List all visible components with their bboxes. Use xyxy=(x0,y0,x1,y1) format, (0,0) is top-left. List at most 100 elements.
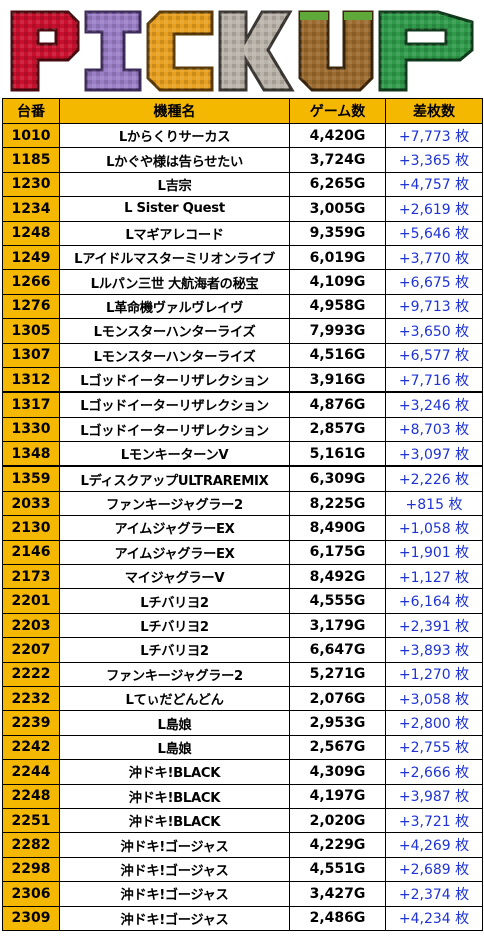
diff-medals-cell: +4,757 枚 xyxy=(385,171,483,198)
diff-medals-cell: +7,773 枚 xyxy=(385,122,483,149)
table-row: 1359 LディスクアップULTRAREMIX 6,309G +2,226 枚 xyxy=(2,465,483,492)
table-row: 2033 ファンキージャグラー2 8,225G +815 枚 xyxy=(2,490,483,517)
diff-medals-cell: +6,577 枚 xyxy=(385,342,483,368)
machine-number-cell: 2130 xyxy=(2,515,60,541)
table-row: 1266 Lルパン三世 大航海者の秘宝 4,109G +6,675 枚 xyxy=(2,269,483,295)
game-count-cell: 8,225G xyxy=(289,490,386,517)
table-row: 2244 沖ドキ!BLACK 4,309G +2,666 枚 xyxy=(2,759,483,785)
machine-name-cell: Lゴッドイーターリザレクション xyxy=(59,391,290,418)
machine-number-cell: 2222 xyxy=(2,661,60,687)
diff-medals-cell: +9,713 枚 xyxy=(385,293,483,320)
game-count-cell: 2,857G xyxy=(289,416,386,443)
machine-name-cell: Lゴッドイーターリザレクション xyxy=(59,366,290,394)
table-row: 1317 Lゴッドイーターリザレクション 4,876G +3,246 枚 xyxy=(2,391,483,418)
diff-medals-cell: +2,226 枚 xyxy=(385,465,483,492)
table-row: 2207 Lチバリヨ2 6,647G +3,893 枚 xyxy=(2,637,483,663)
machine-name-cell: 沖ドキ!ゴージャス xyxy=(59,832,290,858)
table-row: 2232 Lてぃだどんどん 2,076G +3,058 枚 xyxy=(2,685,483,712)
diff-medals-cell: +3,365 枚 xyxy=(385,147,483,173)
game-count-cell: 2,076G xyxy=(289,685,386,712)
machine-name-cell: 沖ドキ!ゴージャス xyxy=(59,856,290,883)
machine-name-cell: LディスクアップULTRAREMIX xyxy=(59,465,290,492)
game-count-cell: 6,647G xyxy=(289,637,386,663)
machine-name-cell: Lチバリヨ2 xyxy=(59,637,290,663)
machine-number-cell: 2251 xyxy=(2,807,60,834)
machine-name-cell: 沖ドキ!ゴージャス xyxy=(59,881,290,907)
table-row: 1305 Lモンスターハンターライズ 7,993G +3,650 枚 xyxy=(2,318,483,344)
table-row: 2201 Lチバリヨ2 4,555G +6,164 枚 xyxy=(2,588,483,614)
table-row: 1312 Lゴッドイーターリザレクション 3,916G +7,716 枚 xyxy=(2,366,483,394)
diff-medals-cell: +1,270 枚 xyxy=(385,661,483,687)
table-row: 2282 沖ドキ!ゴージャス 4,229G +4,269 枚 xyxy=(2,832,483,858)
game-count-cell: 4,197G xyxy=(289,783,386,809)
game-count-cell: 2,953G xyxy=(289,710,386,736)
machine-name-cell: 沖ドキ!BLACK xyxy=(59,759,290,785)
diff-medals-cell: +1,901 枚 xyxy=(385,539,483,566)
game-count-cell: 3,005G xyxy=(289,196,386,222)
machine-name-cell: Lルパン三世 大航海者の秘宝 xyxy=(59,269,290,295)
machine-number-cell: 2306 xyxy=(2,881,60,907)
diff-medals-cell: +8,703 枚 xyxy=(385,416,483,443)
diff-medals-cell: +4,234 枚 xyxy=(385,905,483,931)
table-body: 1010 Lからくりサーカス 4,420G +7,773 枚 1185 Lかぐや様は告らせ… xyxy=(2,122,483,931)
table-row: 2309 沖ドキ!ゴージャス 2,486G +4,234 枚 xyxy=(2,905,483,931)
table-row: 1330 Lゴッドイーターリザレクション 2,857G +8,703 枚 xyxy=(2,416,483,443)
header-game-count: ゲーム数 xyxy=(289,98,386,124)
game-count-cell: 4,516G xyxy=(289,342,386,368)
game-count-cell: 6,309G xyxy=(289,465,386,492)
table-row: 1248 Lマギアレコード 9,359G +5,646 枚 xyxy=(2,220,483,246)
machine-number-cell: 2232 xyxy=(2,685,60,712)
game-count-cell: 6,019G xyxy=(289,244,386,271)
table-row: 2242 L島娘 2,567G +2,755 枚 xyxy=(2,734,483,761)
diff-medals-cell: +3,770 枚 xyxy=(385,244,483,271)
diff-medals-cell: +6,675 枚 xyxy=(385,269,483,295)
game-count-cell: 6,175G xyxy=(289,539,386,566)
table-row: 2248 沖ドキ!BLACK 4,197G +3,987 枚 xyxy=(2,783,483,809)
machine-name-cell: 沖ドキ!BLACK xyxy=(59,783,290,809)
diff-medals-cell: +815 枚 xyxy=(385,490,483,517)
diff-medals-cell: +3,721 枚 xyxy=(385,807,483,834)
diff-medals-cell: +2,666 枚 xyxy=(385,759,483,785)
machine-number-cell: 1234 xyxy=(2,196,60,222)
table-row: 1348 LモンキーターンV 5,161G +3,097 枚 xyxy=(2,441,483,468)
diff-medals-cell: +2,689 枚 xyxy=(385,856,483,883)
table-row: 2203 Lチバリヨ2 3,179G +2,391 枚 xyxy=(2,612,483,639)
diff-medals-cell: +2,619 枚 xyxy=(385,196,483,222)
game-count-cell: 4,551G xyxy=(289,856,386,883)
game-count-cell: 9,359G xyxy=(289,220,386,246)
table-row: 2173 マイジャグラーV 8,492G +1,127 枚 xyxy=(2,564,483,590)
game-count-cell: 4,109G xyxy=(289,269,386,295)
table-row: 1234 L Sister Quest 3,005G +2,619 枚 xyxy=(2,196,483,222)
machine-name-cell: アイムジャグラーEX xyxy=(59,539,290,566)
machine-name-cell: Lてぃだどんどん xyxy=(59,685,290,712)
table-header-row: 台番 機種名 ゲーム数 差枚数 xyxy=(2,98,483,124)
machine-number-cell: 1359 xyxy=(2,465,60,492)
machine-number-cell: 2242 xyxy=(2,734,60,761)
machine-name-cell: Lモンスターハンターライズ xyxy=(59,342,290,368)
machine-name-cell: ファンキージャグラー2 xyxy=(59,661,290,687)
game-count-cell: 8,492G xyxy=(289,564,386,590)
letter-i-purple xyxy=(84,10,142,92)
table-row: 1307 Lモンスターハンターライズ 4,516G +6,577 枚 xyxy=(2,342,483,368)
game-count-cell: 7,993G xyxy=(289,318,386,344)
game-count-cell: 4,420G xyxy=(289,122,386,149)
game-count-cell: 4,555G xyxy=(289,588,386,614)
letter-k-stone xyxy=(218,10,295,92)
table-row: 2298 沖ドキ!ゴージャス 4,551G +2,689 枚 xyxy=(2,856,483,883)
machine-number-cell: 2282 xyxy=(2,832,60,858)
machine-name-cell: Lからくりサーカス xyxy=(59,122,290,149)
table-row: 1230 L吉宗 6,265G +4,757 枚 xyxy=(2,171,483,198)
diff-medals-cell: +2,755 枚 xyxy=(385,734,483,761)
diff-medals-cell: +1,058 枚 xyxy=(385,515,483,541)
diff-medals-cell: +3,246 枚 xyxy=(385,391,483,418)
machine-number-cell: 2033 xyxy=(2,490,60,517)
header-machine-number: 台番 xyxy=(2,98,60,124)
machine-name-cell: 沖ドキ!ゴージャス xyxy=(59,905,290,931)
diff-medals-cell: +3,097 枚 xyxy=(385,441,483,468)
letter-p-green xyxy=(378,10,474,92)
diff-medals-cell: +3,650 枚 xyxy=(385,318,483,344)
game-count-cell: 4,309G xyxy=(289,759,386,785)
game-count-cell: 4,876G xyxy=(289,391,386,418)
machine-number-cell: 1185 xyxy=(2,147,60,173)
letter-c-orange xyxy=(146,10,214,92)
